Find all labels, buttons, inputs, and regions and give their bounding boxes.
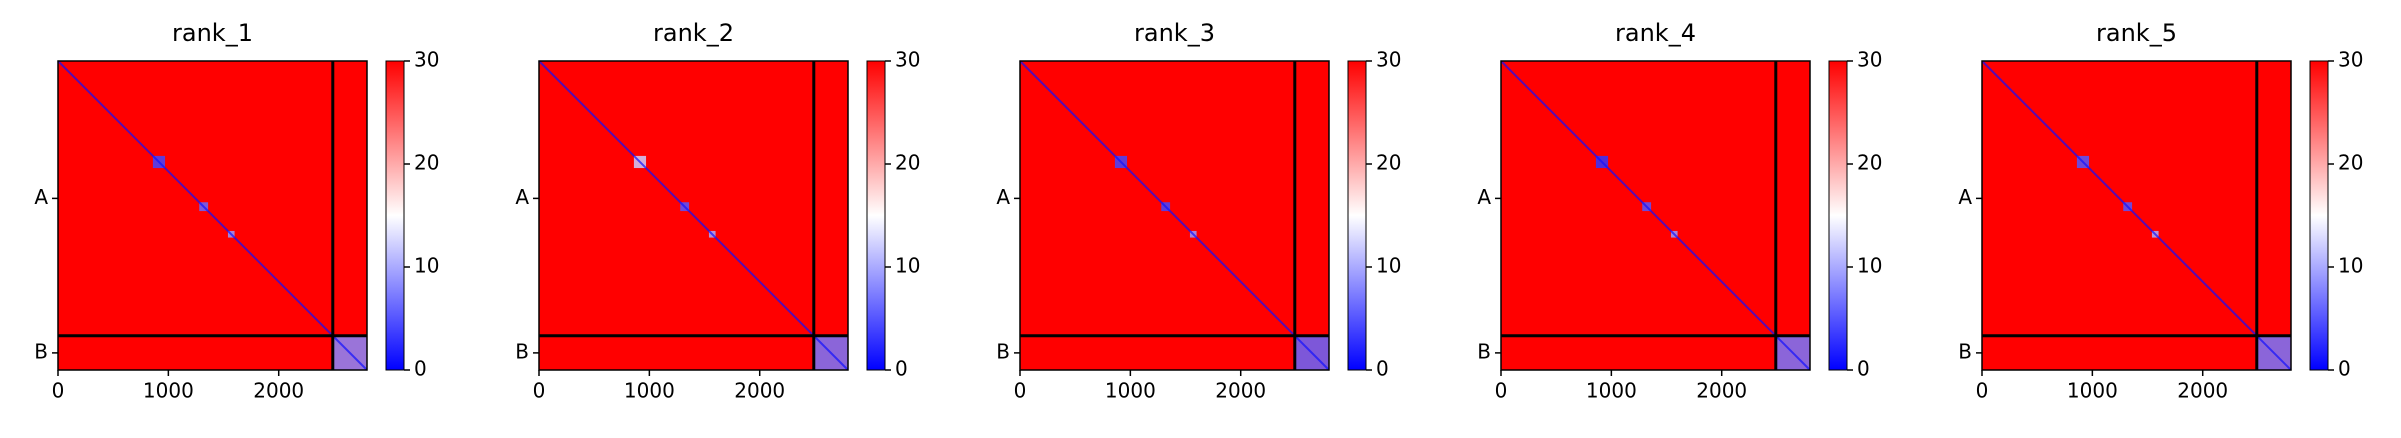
panel-title: rank_3 bbox=[1134, 19, 1215, 47]
colorbar bbox=[1347, 60, 1367, 371]
colorbar-tick-label: 0 bbox=[1857, 357, 1870, 381]
colorbar-tick-label: 30 bbox=[2338, 48, 2363, 72]
colorbar bbox=[1828, 60, 1848, 371]
y-tick-label: A bbox=[1477, 185, 1491, 209]
colorbar bbox=[385, 60, 405, 371]
diagonal bbox=[1019, 60, 1330, 371]
colorbar-tick-label: 20 bbox=[414, 151, 439, 175]
x-tick-label: 1000 bbox=[1105, 379, 1156, 403]
x-tick-label: 2000 bbox=[253, 379, 304, 403]
y-tick-label: B bbox=[996, 339, 1010, 363]
plot-frame bbox=[538, 60, 849, 371]
x-tick-label: 2000 bbox=[1696, 379, 1747, 403]
y-tick-label: B bbox=[515, 339, 529, 363]
colorbar bbox=[866, 60, 886, 371]
diagonal bbox=[1500, 60, 1811, 371]
x-tick-label: 1000 bbox=[2067, 379, 2118, 403]
colorbar-tick-label: 10 bbox=[1376, 254, 1401, 278]
colorbar-tick-label: 0 bbox=[2338, 357, 2351, 381]
plot-frame bbox=[1019, 60, 1330, 371]
x-tick-label: 0 bbox=[1014, 379, 1027, 403]
panel-title: rank_5 bbox=[2096, 19, 2177, 47]
colorbar-tick-label: 10 bbox=[895, 254, 920, 278]
colorbar-tick-label: 0 bbox=[1376, 357, 1389, 381]
x-tick-label: 1000 bbox=[624, 379, 675, 403]
colorbar-tick-label: 30 bbox=[1376, 48, 1401, 72]
y-tick-label: A bbox=[996, 185, 1010, 209]
colorbar-tick-label: 30 bbox=[414, 48, 439, 72]
x-tick-label: 2000 bbox=[734, 379, 785, 403]
x-tick-label: 0 bbox=[1976, 379, 1989, 403]
colorbar-tick-label: 30 bbox=[1857, 48, 1882, 72]
x-tick-label: 0 bbox=[533, 379, 546, 403]
y-tick-label: A bbox=[34, 185, 48, 209]
colorbar bbox=[2309, 60, 2329, 371]
colorbar-tick-label: 0 bbox=[895, 357, 908, 381]
x-tick-label: 1000 bbox=[143, 379, 194, 403]
y-tick-label: B bbox=[1477, 339, 1491, 363]
colorbar-tick-label: 10 bbox=[414, 254, 439, 278]
y-tick-label: B bbox=[1958, 339, 1972, 363]
colorbar-tick-label: 20 bbox=[1376, 151, 1401, 175]
plot-frame bbox=[57, 60, 368, 371]
colorbar-tick-label: 10 bbox=[2338, 254, 2363, 278]
colorbar-tick-label: 20 bbox=[2338, 151, 2363, 175]
y-tick-label: B bbox=[34, 339, 48, 363]
panel-title: rank_4 bbox=[1615, 19, 1696, 47]
diagonal bbox=[1981, 60, 2292, 371]
x-tick-label: 2000 bbox=[2177, 379, 2228, 403]
colorbar-tick-label: 0 bbox=[414, 357, 427, 381]
x-tick-label: 0 bbox=[1495, 379, 1508, 403]
panel-title: rank_1 bbox=[172, 19, 253, 47]
plot-frame bbox=[1981, 60, 2292, 371]
y-tick-label: A bbox=[515, 185, 529, 209]
colorbar-tick-label: 20 bbox=[1857, 151, 1882, 175]
panel-title: rank_2 bbox=[653, 19, 734, 47]
colorbar-tick-label: 20 bbox=[895, 151, 920, 175]
x-tick-label: 2000 bbox=[1215, 379, 1266, 403]
y-tick-label: A bbox=[1958, 185, 1972, 209]
colorbar-tick-label: 10 bbox=[1857, 254, 1882, 278]
plot-frame bbox=[1500, 60, 1811, 371]
diagonal bbox=[57, 60, 368, 371]
x-tick-label: 1000 bbox=[1586, 379, 1637, 403]
colorbar-tick-label: 30 bbox=[895, 48, 920, 72]
x-tick-label: 0 bbox=[52, 379, 65, 403]
diagonal bbox=[538, 60, 849, 371]
